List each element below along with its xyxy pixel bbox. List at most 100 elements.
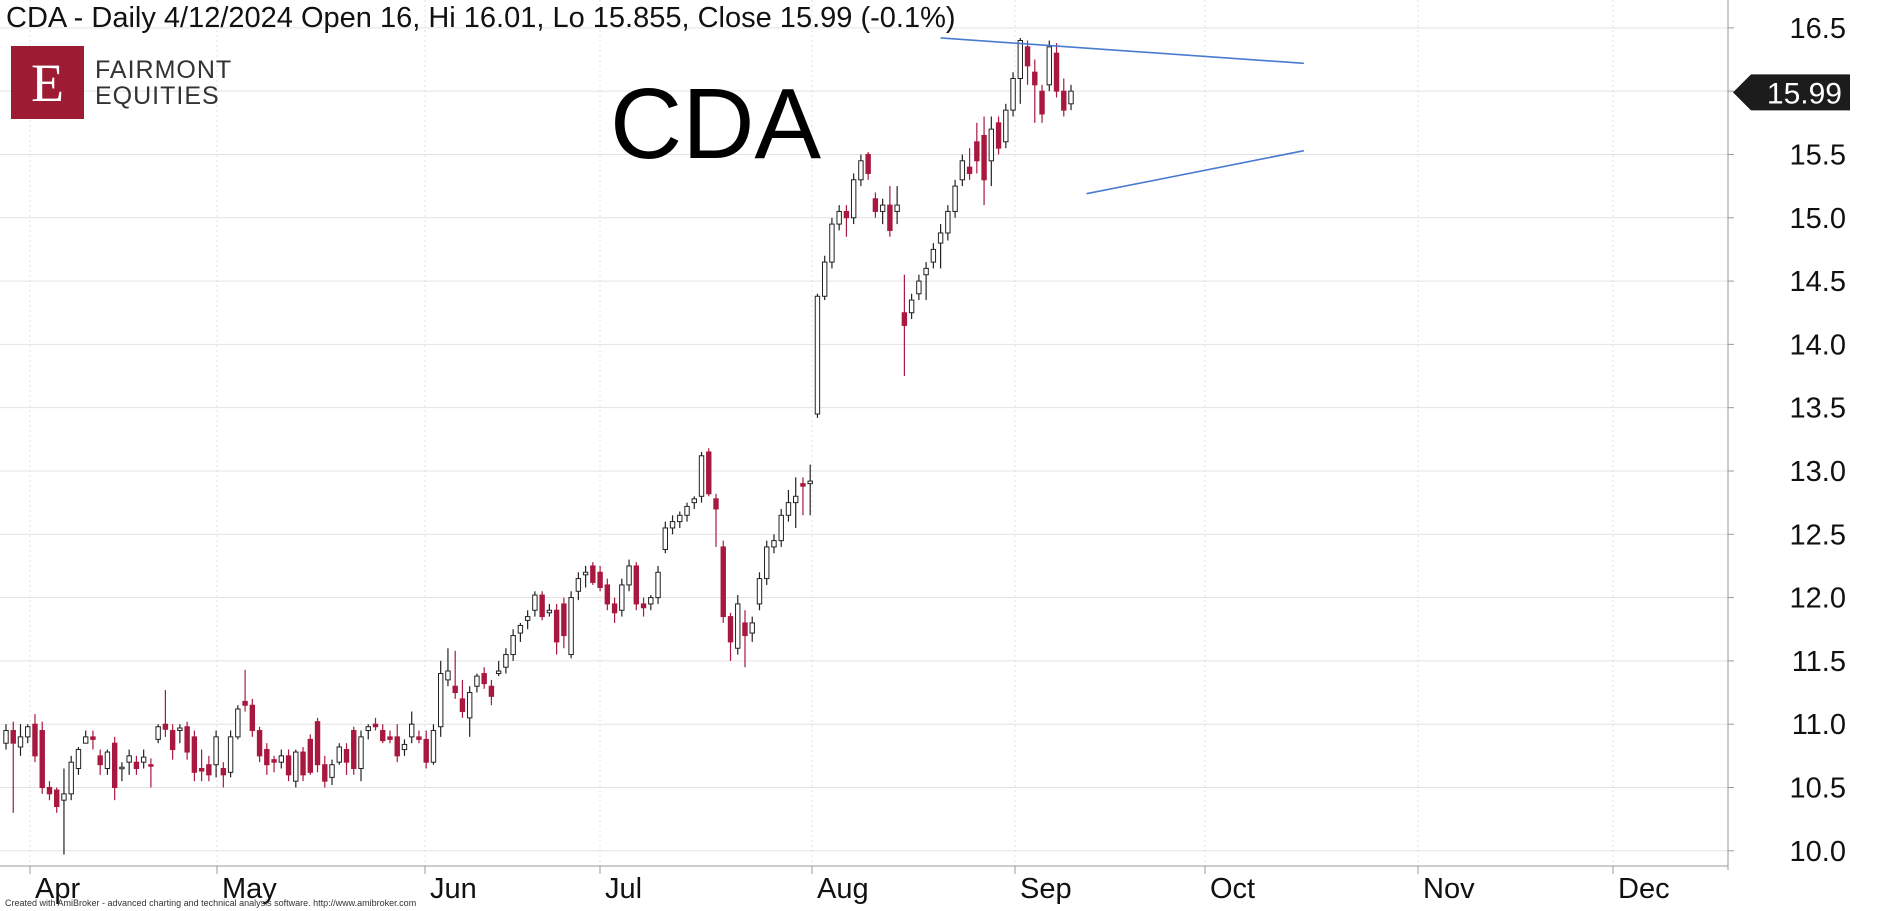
candle-2024-07-16 [575,572,582,601]
body [546,609,553,614]
candle-2024-10-02 [981,116,987,206]
body [481,673,487,685]
body [648,597,654,605]
candle-2024-09-24 [937,224,944,269]
y-tick-label-12.0: 12.0 [1790,583,1846,615]
candle-2024-06-04 [365,724,371,740]
candle-2024-08-07 [691,496,697,509]
body [1010,77,1016,111]
candle-2024-10-09 [1017,37,1023,104]
body [394,736,400,757]
candle-2024-05-21 [293,749,299,788]
candle-2024-09-05 [843,205,850,237]
body [858,160,864,181]
candle-2024-07-08 [532,591,538,617]
candle-2024-06-11 [394,724,400,763]
body [764,546,770,580]
candle-2024-06-19 [438,660,444,737]
body [177,727,183,732]
candle-2024-10-18 [1068,84,1074,111]
body [198,768,205,772]
body [532,594,538,611]
candle-2024-05-28 [329,759,335,785]
body [1061,90,1067,111]
body [1017,40,1023,79]
candle-2024-04-30 [184,721,190,760]
body [220,768,227,776]
body [495,670,502,675]
body [829,223,835,263]
body [1039,90,1045,115]
candle-2024-09-20 [923,262,929,301]
month-gridlines [29,0,1614,866]
candle-2024-04-15 [111,736,118,801]
fairmont-logo: E FAIRMONT EQUITIES [11,46,232,119]
candle-2024-06-14 [416,730,422,744]
body [785,502,792,516]
body [582,571,589,576]
body [974,141,980,162]
candle-2024-04-23 [155,724,161,744]
candle-2024-04-17 [126,749,132,775]
candle-2024-05-17 [278,749,285,769]
body [264,749,270,766]
body [669,521,676,529]
candle-2024-06-26 [474,673,480,693]
candle-2024-09-09 [858,154,864,187]
body [662,527,668,550]
body [184,726,190,753]
body [329,764,335,778]
candle-2024-05-06 [213,730,219,778]
body [553,609,560,643]
candle-2024-05-24 [314,717,321,773]
candle-2024-10-10 [1024,40,1031,85]
body [995,122,1002,149]
body [959,160,966,181]
body [104,751,111,770]
body [285,755,292,776]
body [387,736,393,740]
candle-2024-04-26 [169,724,176,760]
body [39,730,45,789]
candle-2024-03-27 [32,714,38,763]
body [865,153,871,174]
body [488,685,495,697]
last-price-tag: 15.99 [1733,74,1850,111]
candle-2024-08-26 [785,489,792,522]
body [843,210,850,219]
body [119,766,125,770]
y-tick-label-16.5: 16.5 [1790,13,1846,45]
candle-2024-09-12 [879,198,886,225]
candle-2024-08-28 [800,477,806,516]
candle-2024-03-21 [3,724,9,750]
candle-2024-05-01 [191,730,198,782]
body [430,730,437,763]
candle-2024-07-17 [582,565,589,588]
candle-2024-06-24 [459,679,466,718]
candle-2024-05-09 [235,705,241,740]
body [872,198,879,212]
body [916,280,922,295]
candle-2024-07-26 [633,562,640,611]
body [937,232,944,244]
body [793,495,799,504]
candle-2024-05-29 [336,743,342,765]
body [191,736,198,773]
body [510,635,516,656]
x-tick-label-Oct: Oct [1210,873,1255,905]
price-tag-shape [1733,74,1850,111]
candle-2024-03-26 [25,724,31,744]
body [155,726,161,740]
candle-2024-06-28 [488,679,495,706]
body [981,134,987,181]
candle-2024-08-05 [677,511,683,528]
body [879,204,886,212]
body [474,675,480,687]
candle-2024-07-23 [611,597,618,623]
body [945,210,951,234]
candle-2024-07-18 [590,562,596,585]
body [133,761,140,770]
candle-2024-07-30 [648,595,654,611]
candle-2024-08-30 [814,293,821,418]
